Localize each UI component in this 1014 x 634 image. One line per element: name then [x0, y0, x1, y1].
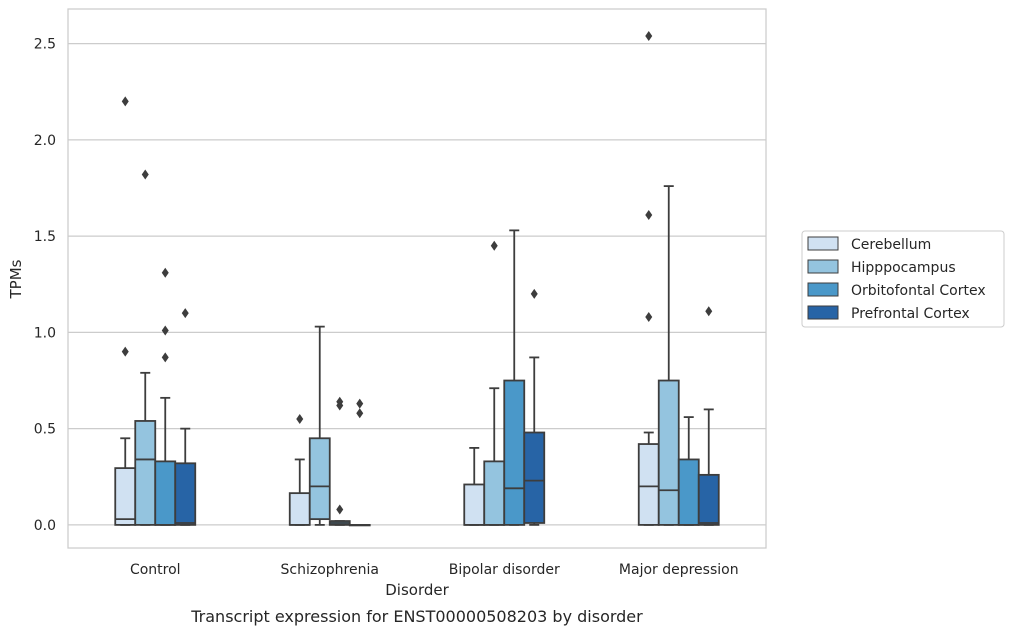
legend-swatch	[807, 305, 839, 320]
box-prefrontal-cortex-2	[523, 288, 546, 526]
outlier-point	[645, 30, 653, 41]
y-tick-label: 0.0	[34, 518, 56, 534]
box-body	[154, 460, 177, 526]
box-body	[657, 379, 680, 526]
legend-label: Prefrontal Cortex	[851, 306, 970, 322]
box-body	[677, 458, 700, 526]
legend-swatch	[807, 282, 839, 297]
outlier-point	[296, 414, 304, 425]
box-cerebellum-0	[114, 96, 137, 526]
box-body	[174, 462, 197, 526]
outlier-point	[336, 396, 344, 407]
y-tick-label: 1.5	[34, 229, 56, 245]
y-tick-label: 1.0	[34, 325, 56, 341]
x-tick-labels: Control Schizophrenia Bipolar disorder Majo…	[130, 562, 739, 578]
legend: Cerebellum Hipppocampus Orbitofontal Corte…	[801, 230, 1005, 328]
box-hipppocampus-1	[308, 325, 331, 526]
outlier-point	[645, 209, 653, 220]
box-cerebellum-3	[637, 30, 660, 526]
x-tick-label: Control	[130, 562, 181, 578]
outlier-point	[645, 312, 653, 322]
outlier-point	[141, 169, 149, 180]
chart-caption: Transcript expression for ENST0000050820…	[190, 607, 643, 626]
legend-label: Orbitofontal Cortex	[851, 283, 986, 299]
y-tick-labels: 0.0 0.5 1.0 1.5 2.0 2.5	[34, 37, 56, 534]
x-tick-label: Bipolar disorder	[449, 562, 560, 578]
outlier-point	[161, 325, 169, 336]
outlier-point	[121, 96, 129, 107]
plot-frame	[67, 8, 767, 549]
outlier-point	[121, 346, 129, 357]
box-orbitofontal-cortex-0	[154, 267, 177, 526]
box-body	[697, 473, 720, 526]
box-body	[288, 492, 311, 526]
box-prefrontal-cortex-1	[348, 398, 371, 527]
legend-label: Hipppocampus	[851, 260, 956, 276]
outlier-point	[181, 308, 189, 319]
y-tick-label: 2.5	[34, 37, 56, 53]
outlier-point	[490, 240, 498, 251]
x-tick-label: Schizophrenia	[281, 562, 379, 578]
box-body	[523, 431, 546, 524]
box-body	[114, 467, 137, 526]
box-body	[483, 460, 506, 526]
y-tick-label: 2.0	[34, 133, 56, 149]
box-body	[308, 437, 331, 521]
outlier-point	[161, 267, 169, 278]
outlier-point	[530, 288, 538, 299]
outlier-point	[336, 504, 344, 515]
boxes-layer	[114, 30, 720, 527]
x-tick-label: Major depression	[619, 562, 739, 578]
box-body	[503, 379, 526, 526]
box-hipppocampus-3	[657, 185, 680, 526]
outlier-point	[161, 352, 169, 363]
box-prefrontal-cortex-0	[174, 308, 197, 526]
box-orbitofontal-cortex-3	[677, 416, 700, 526]
outlier-point	[705, 306, 713, 317]
box-body	[134, 420, 157, 526]
legend-swatch	[807, 236, 839, 251]
legend-label: Cerebellum	[851, 237, 931, 253]
legend-swatch	[807, 259, 839, 274]
box-orbitofontal-cortex-1	[328, 396, 351, 526]
legend-frame	[801, 230, 1005, 328]
box-body	[463, 483, 486, 526]
x-axis-label: Disorder	[385, 581, 449, 599]
y-tick-label: 0.5	[34, 422, 56, 438]
y-axis-label: TPMs	[7, 259, 25, 299]
box-prefrontal-cortex-3	[697, 306, 720, 526]
outlier-point	[356, 398, 364, 409]
outlier-point	[356, 408, 364, 419]
box-body	[637, 443, 660, 526]
box-cerebellum-2	[463, 446, 486, 526]
